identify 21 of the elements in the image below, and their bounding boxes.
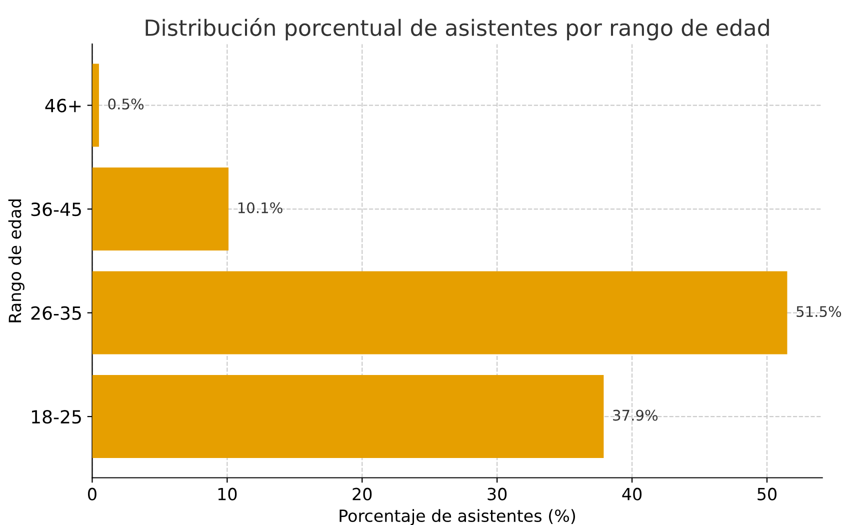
data-label: 10.1% (238, 202, 282, 214)
bar (92, 271, 788, 354)
y-tick-label: 46+ (45, 98, 81, 112)
bar (92, 64, 99, 147)
data-label: 0.5% (108, 98, 144, 110)
y-tick-label: 36-45 (31, 202, 81, 216)
x-tick-label: 30 (488, 488, 507, 500)
bar (92, 375, 604, 458)
x-tick-label: 10 (218, 488, 237, 500)
x-tick-label: 40 (622, 488, 642, 500)
x-axis-title: Porcentaje de asistentes (%) (340, 509, 575, 525)
chart-title: Distribución porcentual de asistentes por rango de edad (146, 18, 769, 40)
data-label: 37.9% (613, 410, 658, 421)
y-axis-title: Rango de edad (8, 200, 24, 322)
x-tick-label: 20 (352, 488, 372, 500)
y-tick-label: 26-35 (31, 306, 81, 320)
data-label: 51.5% (796, 306, 842, 318)
x-tick-label: 50 (758, 488, 776, 500)
y-tick-label: 18-25 (32, 410, 81, 424)
x-tick-label: 0 (88, 488, 96, 500)
bar (92, 168, 229, 251)
